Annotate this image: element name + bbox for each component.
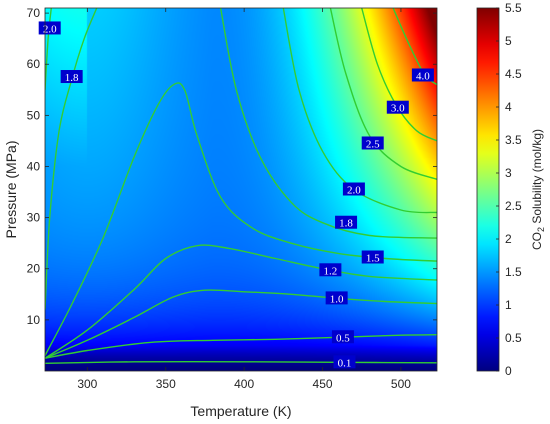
contour-label-text: 1.2 <box>324 265 338 277</box>
colorbar-ticks: 0 0.5 1 1.5 2 2.5 3 3.5 4 4.5 5 5.5 <box>496 1 522 378</box>
colorbar-tick-label: 2 <box>505 232 512 246</box>
contour-label-text: 0.5 <box>336 332 350 344</box>
contour-label-text: 4.0 <box>416 70 430 82</box>
contour-label-7: 2.0 <box>38 21 61 35</box>
contour-label-text: 3.0 <box>391 103 405 115</box>
contour-line-2 <box>45 289 437 359</box>
plot-frame <box>44 7 438 372</box>
contour-label-bg <box>60 70 83 84</box>
y-tick-label: 20 <box>27 262 41 276</box>
contour-label-bg <box>335 215 358 229</box>
colorbar-tick-label: 3.5 <box>505 133 522 147</box>
x-axis-label: Temperature (K) <box>190 403 291 419</box>
y-tick-label: 40 <box>27 159 41 173</box>
x-tick-label: 400 <box>234 377 254 391</box>
contour-label-bg <box>361 250 384 264</box>
contour-label-bg <box>342 182 365 196</box>
contour-line-4 <box>45 82 437 357</box>
contour-line-6 <box>219 8 437 239</box>
contour-line-3 <box>45 244 437 359</box>
contour-label-bg <box>325 291 348 305</box>
colorbar-tick-label: 5 <box>505 34 512 48</box>
contour-label-8: 2.0 <box>342 182 365 197</box>
contour-label-bg <box>386 100 409 114</box>
y-tick-label: 70 <box>27 6 41 20</box>
colorbar-tick-label: 5.5 <box>505 1 522 15</box>
contour-label-bg <box>411 68 434 82</box>
contour-line-8 <box>282 8 437 214</box>
contour-line-11 <box>392 8 437 86</box>
colorbar-tick-label: 0.5 <box>505 331 522 345</box>
contour-label-text: 2.0 <box>43 23 57 35</box>
contour-labels: 0.1 0.5 1.0 1.2 1.5 1.8 1.8 2.0 2.0 2.5 3.0 4.0 <box>38 21 434 369</box>
colorbar-tick-label: 4.5 <box>505 67 522 81</box>
contour-label-0: 0.1 <box>333 355 356 369</box>
contour-label-text: 1.5 <box>366 252 380 264</box>
y-axis-label: Pressure (MPa) <box>3 140 19 238</box>
x-tick-label: 350 <box>156 377 176 391</box>
contour-label-6: 1.8 <box>335 215 358 230</box>
contour-line-0 <box>45 360 437 364</box>
contour-label-bg <box>333 355 356 369</box>
contour-label-text: 0.1 <box>338 357 352 369</box>
colorbar-label-co: CO <box>530 232 544 250</box>
contour-label-11: 4.0 <box>411 68 434 82</box>
contour-label-bg <box>361 136 384 150</box>
contour-label-bg <box>319 263 342 277</box>
contour-label-text: 1.8 <box>65 72 79 84</box>
colorbar-label-rest: Solubility (mol/kg) <box>530 129 544 227</box>
x-tick-label: 450 <box>313 377 333 391</box>
colorbar-tick-label: 1.5 <box>505 265 522 279</box>
colorbar: 00.511.522.533.544.555.5 CO2 Solubility … <box>476 1 546 378</box>
contour-label-text: 1.0 <box>330 293 344 305</box>
y-tick-label: 60 <box>27 57 41 71</box>
x-axis: 300 350 400 450 500 <box>77 8 411 391</box>
contour-label-2: 1.0 <box>325 291 348 305</box>
colorbar-tick-label: 2.5 <box>505 199 522 213</box>
colorbar-label-subscript: 2 <box>536 227 546 232</box>
contour-line-1 <box>45 334 437 359</box>
y-tick-label: 30 <box>27 211 41 225</box>
y-axis: 10 20 30 40 50 60 70 <box>27 6 437 327</box>
colorbar-label: CO2 Solubility (mol/kg) <box>530 129 546 250</box>
contour-label-10: 3.0 <box>386 100 409 115</box>
contour-label-4: 1.5 <box>361 250 384 264</box>
contour-line-7 <box>45 8 52 90</box>
y-tick-label: 50 <box>27 108 41 122</box>
contour-label-1: 0.5 <box>331 330 354 344</box>
contour-line-5 <box>45 8 98 310</box>
colorbar-tick-label: 3 <box>505 166 512 180</box>
contour-label-9: 2.5 <box>361 136 384 150</box>
contour-label-bg <box>331 330 354 344</box>
colorbar-tick-label: 0 <box>505 364 512 378</box>
contour-label-5: 1.8 <box>60 70 83 84</box>
contour-label-bg <box>38 21 61 35</box>
colorbar-tick-label: 1 <box>505 298 512 312</box>
colorbar-tick-label: 4 <box>505 100 512 114</box>
plot-area: 0.1 0.5 1.0 1.2 1.5 1.8 1.8 2.0 2.0 2.5 3.0 4.0 <box>38 7 438 372</box>
y-tick-label: 10 <box>27 313 41 327</box>
contour-label-text: 2.0 <box>347 185 361 197</box>
contour-label-3: 1.2 <box>319 263 342 277</box>
contour-label-text: 1.8 <box>339 218 353 230</box>
contour-line-9 <box>329 8 437 180</box>
x-tick-label: 300 <box>77 377 97 391</box>
x-tick-label: 500 <box>391 377 411 391</box>
contour-label-text: 2.5 <box>366 138 380 150</box>
colorbar-gradient <box>476 7 500 372</box>
